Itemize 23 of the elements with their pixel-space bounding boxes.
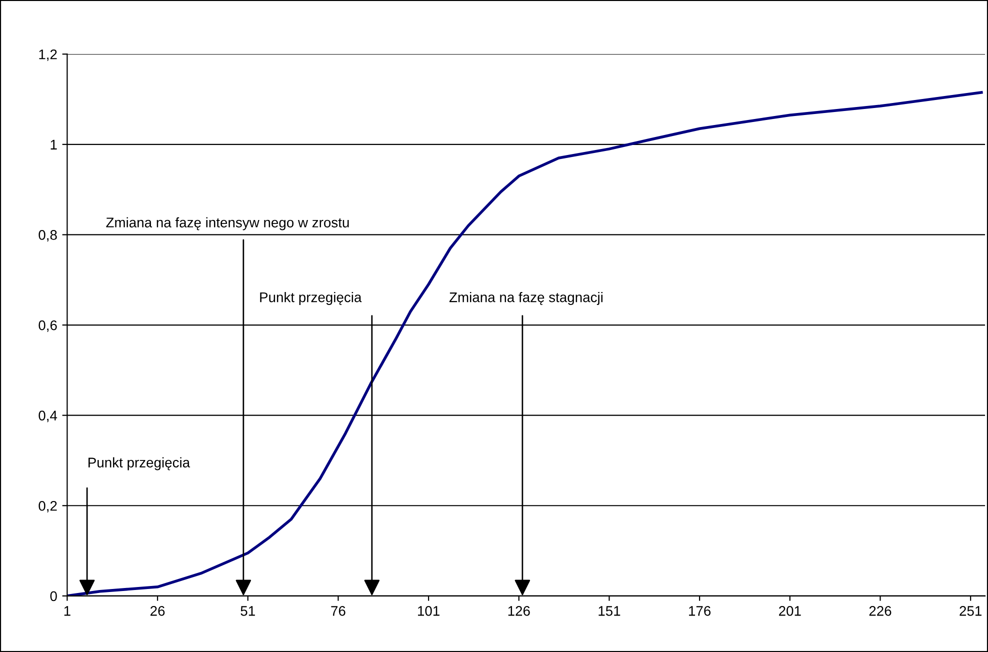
y-tick-label: 0,4	[38, 410, 58, 422]
line-series	[67, 91, 983, 596]
y-tick-label: 1,2	[39, 49, 57, 61]
x-tick-label: 226	[869, 606, 892, 616]
y-tick-label: 0	[50, 591, 57, 602]
annotation: Zmiana na fazę stagnacji	[449, 292, 602, 305]
x-tick-label: 176	[689, 606, 711, 616]
y-tick-label: 0,2	[38, 500, 57, 512]
x-tick-label: 51	[240, 606, 255, 616]
x-tick-label: 26	[150, 606, 165, 616]
y-tick-label: 1	[50, 140, 57, 150]
x-tick-label: 251	[960, 606, 982, 616]
x-tick-label: 126	[508, 606, 530, 616]
y-tick-label: 0,6	[38, 320, 57, 332]
x-tick-label: 201	[779, 606, 801, 616]
x-tick-label: 1	[64, 606, 70, 616]
x-tick-label: 151	[598, 606, 620, 616]
x-tick-label: 76	[331, 606, 346, 616]
annotation: Punkt przegięcia	[260, 292, 362, 305]
annotation: Zmiana na fazę intensyw nego w zrostu	[106, 217, 349, 230]
x-tick-label: 101	[418, 606, 440, 616]
annotation: Punkt przegięcia	[88, 457, 190, 470]
y-tick-label: 0,8	[38, 230, 57, 242]
